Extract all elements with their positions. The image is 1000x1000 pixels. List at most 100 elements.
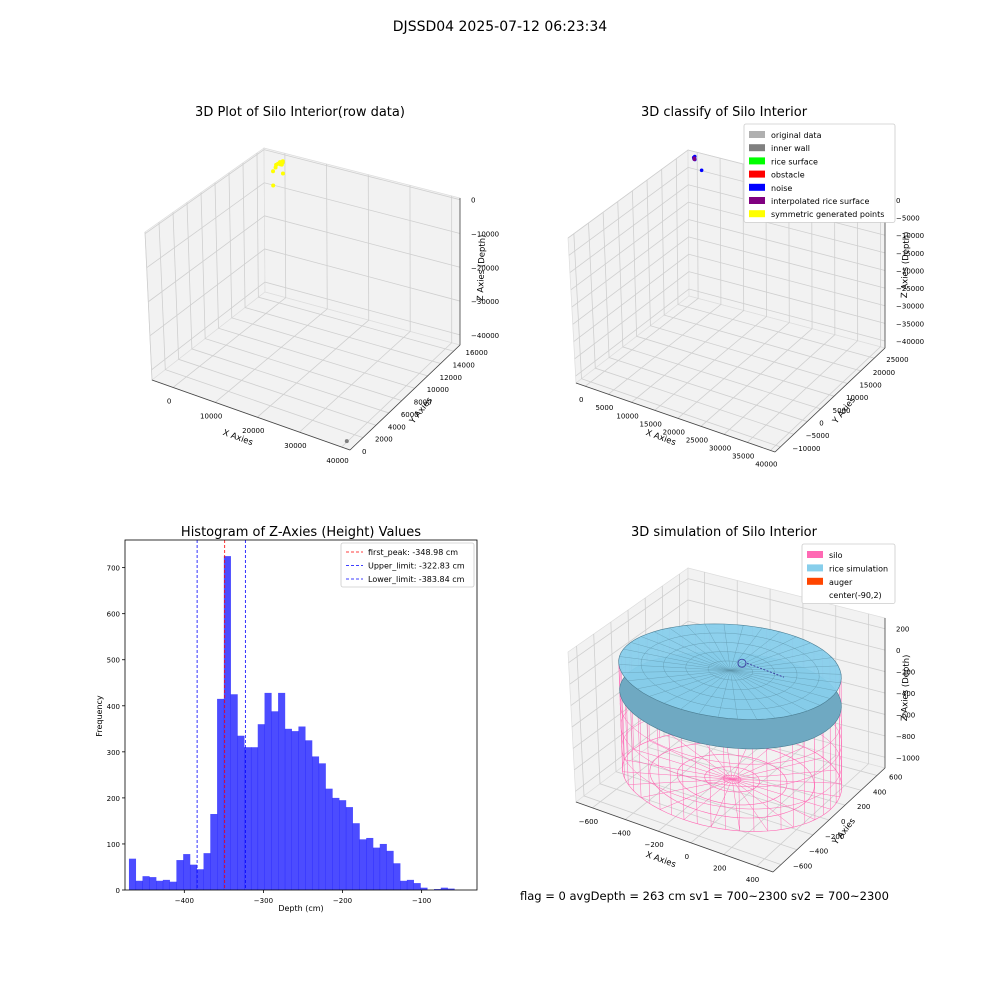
grid-line-z bbox=[570, 201, 886, 291]
grid-line-y bbox=[576, 645, 782, 865]
rice-mesh-line bbox=[730, 670, 838, 692]
silo-spoke bbox=[641, 778, 733, 798]
rice-mesh-line bbox=[730, 649, 823, 671]
x-tick-label: −200 bbox=[644, 841, 663, 849]
histogram-bar bbox=[420, 887, 428, 890]
histogram-bar bbox=[189, 864, 198, 890]
silo-spoke bbox=[732, 746, 805, 780]
grid-line-y bbox=[200, 192, 402, 401]
rice-mesh-line bbox=[730, 665, 839, 671]
grid-line-y bbox=[646, 180, 848, 384]
histogram-bar bbox=[400, 880, 408, 890]
histogram-bar bbox=[332, 797, 340, 890]
y-tick-label: 400 bbox=[873, 788, 886, 796]
rice-mesh-line bbox=[717, 670, 731, 718]
grid-line-y bbox=[593, 633, 798, 851]
histogram-bar bbox=[264, 692, 272, 890]
grid-line-y bbox=[172, 212, 377, 426]
z-axis-label: Z Axies (Depth) bbox=[900, 654, 912, 721]
chart-title: 3D simulation of Silo Interior bbox=[631, 525, 818, 540]
y-tick-label: 4000 bbox=[388, 423, 406, 431]
histogram-bar bbox=[149, 877, 157, 890]
rice-mesh-line bbox=[653, 631, 731, 671]
histogram-bar bbox=[183, 854, 191, 890]
z-tick-label: −10000 bbox=[896, 232, 924, 240]
y-tick-label: −200 bbox=[825, 833, 844, 841]
histogram-bar bbox=[325, 788, 333, 890]
grid-line-z bbox=[568, 578, 886, 664]
y-tick-label: 0 bbox=[362, 448, 366, 456]
legend-box bbox=[743, 123, 896, 223]
chart-title: Histogram of Z-Axies (Height) Values bbox=[181, 525, 421, 540]
histogram-bar bbox=[359, 839, 367, 890]
histogram-bar bbox=[162, 879, 170, 890]
y-tick-label: 600 bbox=[889, 773, 902, 781]
x-tick-label: 30000 bbox=[284, 442, 306, 450]
center-marker bbox=[737, 658, 747, 668]
histogram-bar bbox=[406, 879, 414, 890]
x-tick-label: −300 bbox=[254, 897, 273, 905]
grid-line-y bbox=[214, 182, 415, 389]
x-tick-label: −200 bbox=[333, 897, 352, 905]
y-tick-label: −5000 bbox=[806, 432, 830, 440]
silo-spoke bbox=[732, 757, 824, 780]
rice-mesh-line bbox=[669, 627, 731, 671]
x-tick-label: −600 bbox=[579, 818, 598, 826]
silo-spoke bbox=[633, 748, 733, 780]
legend-swatch bbox=[749, 144, 765, 152]
x-tick-label: 5000 bbox=[595, 404, 613, 412]
legend-label: Upper_limit: -322.83 cm bbox=[368, 562, 465, 571]
x-tick-label: 20000 bbox=[663, 428, 685, 436]
rice-mesh-line bbox=[723, 623, 731, 671]
legend-label: interpolated rice surface bbox=[771, 197, 869, 206]
histogram-bar bbox=[176, 860, 184, 890]
grid-line-z bbox=[574, 271, 886, 360]
x-tick-label: 10000 bbox=[616, 412, 638, 420]
z-tick-label: −5000 bbox=[896, 215, 920, 223]
legend-label: obstacle bbox=[771, 171, 805, 180]
z-tick-label: −20000 bbox=[471, 264, 499, 272]
y-tick-label: 400 bbox=[107, 703, 120, 711]
histogram-bar bbox=[305, 740, 313, 890]
histogram-bar bbox=[298, 726, 306, 890]
histogram-bar bbox=[210, 814, 218, 890]
panel-simulation-3d: 3D simulation of Silo Interior −600 −400 −2… bbox=[520, 525, 920, 903]
silo-spoke bbox=[649, 740, 733, 780]
grid-line-x bbox=[700, 181, 813, 427]
grid-line-z bbox=[151, 281, 461, 371]
legend-label: noise bbox=[771, 184, 792, 193]
x-tick-label: 40000 bbox=[326, 457, 348, 465]
histogram-bar bbox=[223, 556, 231, 890]
rice-mesh-line bbox=[627, 670, 731, 681]
y-tick-label: 100 bbox=[107, 841, 120, 849]
grid-line-z bbox=[148, 215, 461, 303]
legend-swatch bbox=[749, 157, 765, 165]
x-tick-label: 15000 bbox=[640, 420, 662, 428]
legend-label: original data bbox=[771, 131, 822, 140]
x-tick-label: 0 bbox=[167, 397, 171, 405]
silo-spoke bbox=[624, 759, 733, 780]
grid-line-y bbox=[242, 162, 441, 364]
y-axis-line bbox=[772, 767, 886, 873]
grid-line-y bbox=[256, 152, 454, 352]
grid-line-x bbox=[214, 163, 328, 403]
data-point bbox=[280, 159, 285, 164]
rice-mesh-line bbox=[637, 670, 731, 689]
legend-swatch bbox=[749, 197, 765, 204]
y-tick-label: 2000 bbox=[375, 436, 393, 444]
rice-mesh-line bbox=[730, 642, 811, 671]
x-tick-label: 10000 bbox=[200, 412, 222, 420]
histogram-bar bbox=[318, 763, 326, 890]
y-tick-label: 0 bbox=[116, 887, 120, 895]
rice-mesh-line bbox=[663, 670, 731, 704]
y-tick-label: 0 bbox=[819, 420, 823, 428]
y-tick-label: 12000 bbox=[440, 374, 462, 382]
x-tick-label: 400 bbox=[746, 876, 759, 884]
rice-mesh-line bbox=[730, 627, 763, 671]
histogram-bar bbox=[291, 731, 299, 890]
histogram-bar bbox=[128, 858, 137, 890]
silo-spoke bbox=[628, 778, 733, 785]
plot-frame bbox=[124, 539, 478, 891]
rice-mesh-line bbox=[704, 623, 731, 671]
histogram-bar bbox=[203, 853, 211, 890]
